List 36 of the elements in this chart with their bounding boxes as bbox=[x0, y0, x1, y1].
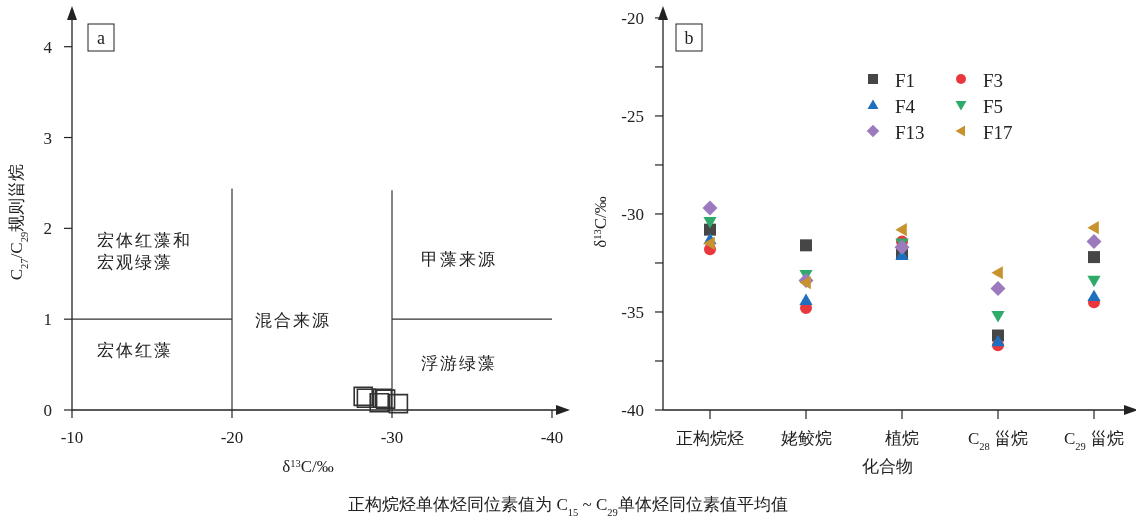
annotation: 甲藻来源 bbox=[421, 250, 497, 269]
annotation: 宏体红藻和 bbox=[97, 231, 192, 250]
x-tick-label: C$_{28}$ 甾烷 bbox=[967, 429, 1029, 452]
legend-label: F1 bbox=[895, 70, 916, 91]
x-tick-label: -30 bbox=[380, 428, 404, 447]
y-tick-label: -25 bbox=[621, 106, 644, 126]
y-tick-label: -35 bbox=[621, 302, 644, 322]
y-tick-label: 4 bbox=[43, 37, 53, 57]
y-tick-label: -30 bbox=[621, 204, 644, 224]
y-tick-label: 0 bbox=[43, 401, 52, 420]
legend-label: F4 bbox=[895, 96, 916, 117]
x-tick-label: 正构烷烃 bbox=[676, 429, 744, 448]
annotation: 混合来源 bbox=[255, 311, 331, 330]
annotation: 宏观绿藻 bbox=[97, 253, 173, 272]
legend-label: F17 bbox=[983, 122, 1013, 143]
x-tick-label: 植烷 bbox=[885, 429, 919, 448]
y-tick-label: 2 bbox=[43, 219, 52, 239]
y-tick-label: -20 bbox=[621, 8, 644, 28]
y-tick-label: 3 bbox=[43, 128, 52, 148]
x-tick-label: C$_{29}$ 甾烷 bbox=[1063, 429, 1125, 452]
x-tick-label: -20 bbox=[220, 428, 244, 447]
annotation: b bbox=[684, 28, 694, 48]
legend-label: F5 bbox=[983, 96, 1004, 117]
x-tick-label: 姥鲛烷 bbox=[780, 429, 832, 448]
x-tick-label: -10 bbox=[60, 428, 84, 447]
annotation: 宏体红藻 bbox=[97, 341, 173, 360]
x-tick-label: -40 bbox=[540, 428, 564, 447]
x-axis-title: 化合物 bbox=[862, 457, 913, 476]
y-tick-label: 1 bbox=[43, 310, 52, 330]
text: 正构烷烃单体烃同位素值为 C$_{15}$ ~ C$_{29}$单体烃同位素值平均值 bbox=[348, 495, 788, 518]
legend-label: F13 bbox=[895, 122, 925, 143]
annotation: 浮游绿藻 bbox=[421, 354, 497, 373]
annotation: a bbox=[97, 28, 105, 48]
legend-label: F3 bbox=[983, 70, 1004, 91]
y-tick-label: -40 bbox=[621, 401, 644, 420]
x-axis-title: δ$^{13}$C/‰ bbox=[282, 457, 334, 476]
